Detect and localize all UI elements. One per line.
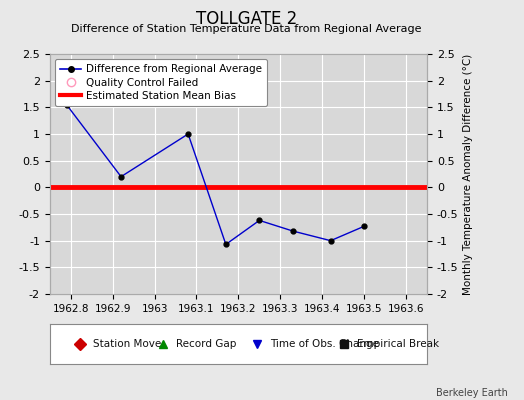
- Text: Record Gap: Record Gap: [176, 339, 236, 349]
- Text: Difference of Station Temperature Data from Regional Average: Difference of Station Temperature Data f…: [71, 24, 421, 34]
- Text: Station Move: Station Move: [93, 339, 161, 349]
- Text: Time of Obs. Change: Time of Obs. Change: [270, 339, 379, 349]
- Y-axis label: Monthly Temperature Anomaly Difference (°C): Monthly Temperature Anomaly Difference (…: [463, 53, 473, 295]
- Text: Empirical Break: Empirical Break: [357, 339, 440, 349]
- Text: TOLLGATE 2: TOLLGATE 2: [195, 10, 297, 28]
- Legend: Difference from Regional Average, Quality Control Failed, Estimated Station Mean: Difference from Regional Average, Qualit…: [55, 59, 267, 106]
- Text: Berkeley Earth: Berkeley Earth: [436, 388, 508, 398]
